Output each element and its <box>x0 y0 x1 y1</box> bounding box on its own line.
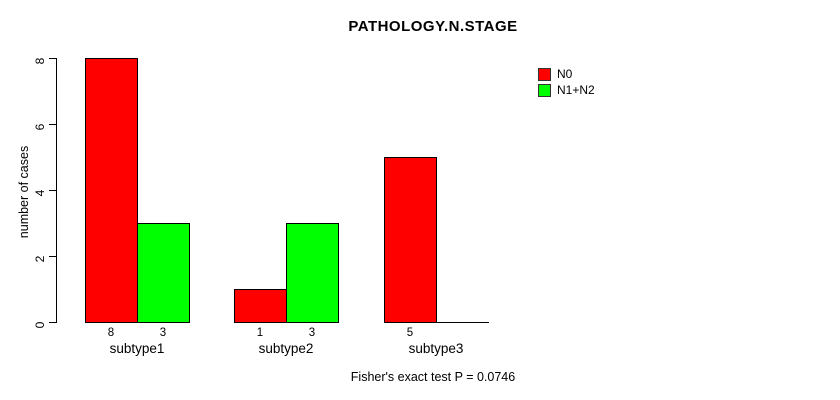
y-axis-tick <box>49 322 57 323</box>
y-axis-tick-label-text: 0 <box>33 321 47 328</box>
y-axis-tick-label-text: 2 <box>33 255 47 262</box>
bar-value-label: 3 <box>308 327 316 339</box>
category-label-subtype3: subtype3 <box>408 341 464 356</box>
zero-height-bar-subtype3 <box>436 322 489 323</box>
bar-value-label: 3 <box>159 327 167 339</box>
legend-label-n1n2: N1+N2 <box>557 83 595 97</box>
category-label-subtype1: subtype1 <box>109 341 165 356</box>
bar-n1n2-subtype1 <box>137 223 190 323</box>
legend-item-n0: N0 <box>538 66 595 82</box>
y-axis-tick <box>49 190 57 191</box>
legend-swatch-n1n2-icon <box>538 83 551 97</box>
bar-value-label: 8 <box>107 327 115 339</box>
y-axis-tick <box>49 124 57 125</box>
bar-n0-subtype3 <box>384 157 437 323</box>
category-label-subtype2: subtype2 <box>258 341 314 356</box>
y-axis-tick <box>49 58 57 59</box>
legend-label-n0: N0 <box>557 67 573 81</box>
legend: N0 N1+N2 <box>538 66 595 98</box>
y-axis-tick <box>49 256 57 257</box>
legend-item-n1n2: N1+N2 <box>538 82 595 98</box>
legend-swatch-n0-icon <box>538 67 551 81</box>
bar-value-label: 5 <box>406 327 414 339</box>
bar-n1n2-subtype2 <box>286 223 339 323</box>
chart-title: PATHOLOGY.N.STAGE <box>348 18 518 35</box>
y-axis-tick-label-text: 6 <box>33 123 47 130</box>
y-axis-tick-label-text: 8 <box>33 57 47 64</box>
fisher-test-annotation: Fisher's exact test P = 0.0746 <box>350 370 516 384</box>
bar-n0-subtype2 <box>234 289 287 323</box>
y-axis-tick-label-text: 4 <box>33 189 47 196</box>
bar-value-label: 1 <box>256 327 264 339</box>
bar-n0-subtype1 <box>85 58 138 323</box>
